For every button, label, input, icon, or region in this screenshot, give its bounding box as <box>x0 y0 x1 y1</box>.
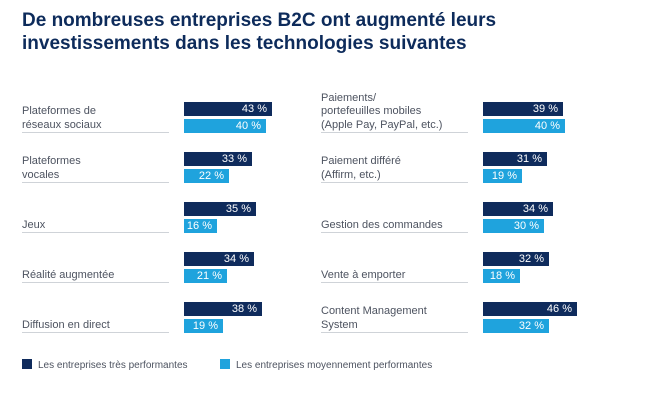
bar-average-performers: 19 % <box>483 169 522 183</box>
chart-title-line-1: De nombreuses entreprises B2C ont augmen… <box>22 10 497 31</box>
category-divider <box>22 282 169 283</box>
bar-value-label: 16 % <box>186 220 212 232</box>
bar-value-label: 40 % <box>534 120 560 132</box>
category-label: Paiement différé (Affirm, etc.) <box>321 155 401 182</box>
category-label-line: (Affirm, etc.) <box>321 168 381 181</box>
bar-high-performers: 43 % <box>184 102 272 116</box>
bar-value-label: 31 % <box>516 153 542 165</box>
bar-value-label: 43 % <box>241 103 267 115</box>
bar-value-label: 21 % <box>196 270 222 282</box>
category-divider <box>321 232 468 233</box>
category-label-line: Plateformes de <box>22 105 96 117</box>
category-divider <box>22 332 169 333</box>
category-row: Diffusion en direct 38 % 19 % <box>22 288 322 342</box>
bar-high-performers: 35 % <box>184 202 256 216</box>
category-label: Diffusion en direct <box>22 319 110 333</box>
category-divider <box>321 182 468 183</box>
category-label-line: portefeuilles mobiles <box>321 105 422 117</box>
bar-value-label: 22 % <box>198 170 224 182</box>
category-label: Jeux <box>22 219 45 233</box>
bar-average-performers: 16 % <box>184 219 217 233</box>
category-label: Paiements/portefeuilles mobiles (Apple Pa… <box>321 92 442 133</box>
category-label: Plateformes vocales <box>22 155 81 182</box>
bar-value-label: 19 % <box>491 170 517 182</box>
bar-average-performers: 30 % <box>483 219 544 233</box>
bar-high-performers: 31 % <box>483 152 547 166</box>
bar-average-performers: 40 % <box>483 119 565 133</box>
bar-high-performers: 39 % <box>483 102 563 116</box>
category-label: Plateformes de réseaux sociaux <box>22 105 102 132</box>
bar-average-performers: 21 % <box>184 269 227 283</box>
legend-label-average: Les entreprises moyennement performantes <box>236 360 433 371</box>
category-label-line: Plateformes <box>22 155 81 167</box>
bar-value-label: 18 % <box>489 270 515 282</box>
bar-high-performers: 33 % <box>184 152 252 166</box>
category-label-line: vocales <box>22 168 60 181</box>
category-divider <box>321 282 468 283</box>
bar-high-performers: 34 % <box>483 202 553 216</box>
category-label-line: Content Management <box>321 305 427 317</box>
category-label-line: Jeux <box>22 218 46 231</box>
category-label-line: Vente à emporter <box>321 268 406 281</box>
category-divider <box>22 182 169 183</box>
category-label-line: Paiements/ <box>321 91 377 104</box>
category-row: Plateformes de réseaux sociaux 43 % 40 % <box>22 88 322 142</box>
bar-value-label: 35 % <box>225 203 251 215</box>
category-row: Jeux 35 % 16 % <box>22 188 322 242</box>
bar-value-label: 34 % <box>522 203 548 215</box>
category-label: Gestion des commandes <box>321 219 443 233</box>
bar-high-performers: 46 % <box>483 302 577 316</box>
chart-title: De nombreuses entreprises B2C ont augmen… <box>22 9 622 55</box>
category-divider <box>321 132 468 133</box>
category-row: Plateformes vocales 33 % 22 % <box>22 138 322 192</box>
category-label-line: System <box>321 318 358 331</box>
bar-value-label: 34 % <box>223 253 249 265</box>
bar-average-performers: 32 % <box>483 319 549 333</box>
category-row: Content Management System 46 % 32 % <box>321 288 621 342</box>
legend-label-high: Les entreprises très performantes <box>38 360 188 371</box>
category-label-line: Diffusion en direct <box>22 318 110 331</box>
bar-value-label: 40 % <box>235 120 261 132</box>
bar-value-label: 46 % <box>546 303 572 315</box>
bar-average-performers: 19 % <box>184 319 223 333</box>
bar-value-label: 33 % <box>221 153 247 165</box>
category-label: Vente à emporter <box>321 269 405 283</box>
category-label-line: (Apple Pay, PayPal, etc.) <box>321 118 443 131</box>
bar-value-label: 38 % <box>231 303 257 315</box>
category-row: Gestion des commandes 34 % 30 % <box>321 188 621 242</box>
category-divider <box>321 332 468 333</box>
bar-value-label: 32 % <box>518 320 544 332</box>
bar-average-performers: 22 % <box>184 169 229 183</box>
bar-high-performers: 38 % <box>184 302 262 316</box>
bar-value-label: 39 % <box>532 103 558 115</box>
bar-high-performers: 32 % <box>483 252 549 266</box>
bar-value-label: 32 % <box>518 253 544 265</box>
category-label: Réalité augmentée <box>22 269 114 283</box>
legend-swatch-average <box>220 359 230 369</box>
category-row: Paiement différé (Affirm, etc.) 31 % 19 % <box>321 138 621 192</box>
category-row: Paiements/portefeuilles mobiles (Apple Pa… <box>321 88 621 142</box>
category-row: Réalité augmentée 34 % 21 % <box>22 238 322 292</box>
bar-high-performers: 34 % <box>184 252 254 266</box>
category-label-line: Réalité augmentée <box>22 268 115 281</box>
category-divider <box>22 132 169 133</box>
legend-item-average: Les entreprises moyennement performantes <box>220 359 432 371</box>
chart-title-line-2: investissements dans les technologies su… <box>22 33 467 54</box>
category-row: Vente à emporter 32 % 18 % <box>321 238 621 292</box>
category-divider <box>22 232 169 233</box>
bar-average-performers: 40 % <box>184 119 266 133</box>
category-label-line: réseaux sociaux <box>22 118 102 131</box>
legend-item-high: Les entreprises très performantes <box>22 359 188 371</box>
bar-value-label: 19 % <box>192 320 218 332</box>
category-label-line: Gestion des commandes <box>321 218 443 231</box>
bar-value-label: 30 % <box>513 220 539 232</box>
bar-average-performers: 18 % <box>483 269 520 283</box>
category-label: Content Management System <box>321 305 427 332</box>
legend-swatch-high <box>22 359 32 369</box>
category-label-line: Paiement différé <box>321 155 401 167</box>
